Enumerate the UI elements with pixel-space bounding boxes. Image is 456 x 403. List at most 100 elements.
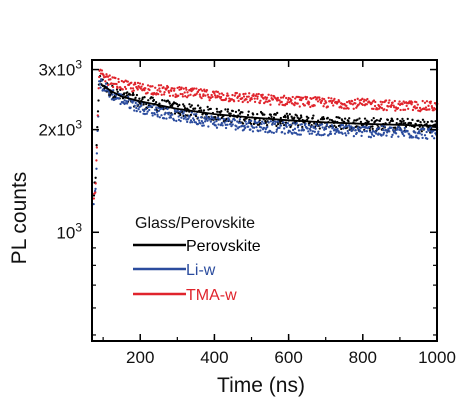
data-point-li-w <box>194 121 198 124</box>
data-point-tma-w <box>157 92 160 96</box>
data-point-tma-w <box>265 96 269 99</box>
data-point-li-w <box>406 129 409 133</box>
data-point-li-w <box>397 125 400 128</box>
data-point-li-w <box>245 122 248 126</box>
data-point-tma-w <box>383 108 386 111</box>
data-point-tma-w <box>361 97 364 100</box>
data-point-perovskite <box>263 113 266 116</box>
data-point-li-w <box>354 128 357 132</box>
data-point-li-w <box>259 129 262 132</box>
data-point-li-w <box>324 127 328 130</box>
data-point-tma-w <box>327 96 330 100</box>
data-point-perovskite <box>394 126 397 129</box>
data-point-perovskite <box>274 113 277 116</box>
data-point-li-w <box>119 102 122 106</box>
data-point-tma-w <box>353 98 357 101</box>
data-point-li-w <box>207 125 210 128</box>
data-point-li-w <box>426 137 429 140</box>
data-point-perovskite <box>348 117 351 120</box>
data-point-tma-w <box>252 93 255 96</box>
data-point-tma-w <box>146 84 150 87</box>
data-point-perovskite <box>396 117 399 121</box>
data-point-perovskite <box>431 120 434 123</box>
data-point-li-w <box>159 107 162 111</box>
data-point-li-w <box>142 109 146 113</box>
data-point-tma-w <box>114 76 117 80</box>
data-point-tma-w <box>238 93 241 96</box>
data-point-li-w <box>429 126 432 129</box>
data-point-tma-w <box>393 99 396 103</box>
data-point-li-w <box>285 125 288 128</box>
data-point-tma-w <box>279 96 283 99</box>
data-point-perovskite <box>370 119 373 122</box>
data-point-tma-w <box>102 74 105 77</box>
data-point-tma-w <box>370 102 373 105</box>
data-point-li-w <box>200 120 203 123</box>
data-point-tma-w <box>357 103 360 106</box>
data-point-tma-w <box>94 182 97 185</box>
data-point-li-w <box>360 126 363 129</box>
data-point-li-w <box>367 135 371 138</box>
data-point-li-w <box>136 103 139 106</box>
data-point-tma-w <box>264 96 267 99</box>
data-point-perovskite <box>193 107 197 110</box>
data-point-li-w <box>271 123 274 126</box>
data-point-li-w <box>230 124 233 128</box>
data-point-tma-w <box>178 85 181 89</box>
data-point-li-w <box>333 132 337 135</box>
data-point-tma-w <box>380 106 384 110</box>
data-point-perovskite <box>166 99 170 102</box>
data-point-tma-w <box>104 80 107 83</box>
data-point-tma-w <box>148 88 151 92</box>
data-point-li-w <box>243 124 246 128</box>
data-point-tma-w <box>216 90 220 94</box>
data-point-li-w <box>368 130 372 133</box>
data-point-li-w <box>363 129 366 133</box>
data-point-tma-w <box>410 103 413 106</box>
data-point-tma-w <box>182 87 185 90</box>
data-point-li-w <box>146 110 149 113</box>
data-point-tma-w <box>323 98 326 101</box>
data-point-perovskite <box>226 108 230 111</box>
data-point-tma-w <box>349 102 353 105</box>
series-points-li-w <box>92 78 439 206</box>
y-tick-label: 103 <box>56 220 82 242</box>
data-point-perovskite <box>171 104 174 107</box>
data-point-tma-w <box>320 99 324 102</box>
data-point-perovskite <box>151 96 154 99</box>
data-point-tma-w <box>95 146 99 149</box>
data-point-perovskite <box>122 92 126 95</box>
data-point-tma-w <box>388 99 391 102</box>
data-point-perovskite <box>347 120 350 123</box>
data-point-tma-w <box>159 84 163 87</box>
data-point-li-w <box>212 117 215 120</box>
data-point-li-w <box>100 79 103 82</box>
data-point-li-w <box>308 132 311 135</box>
data-point-tma-w <box>333 97 336 100</box>
data-point-li-w <box>177 118 181 122</box>
data-point-li-w <box>330 124 334 127</box>
data-point-perovskite <box>341 119 344 122</box>
data-point-li-w <box>269 120 273 123</box>
data-point-perovskite <box>426 120 429 124</box>
data-point-tma-w <box>366 97 369 101</box>
data-point-tma-w <box>305 97 308 101</box>
data-point-li-w <box>98 83 102 86</box>
data-point-li-w <box>380 134 383 137</box>
data-point-li-w <box>102 88 105 92</box>
data-point-li-w <box>195 112 198 116</box>
data-point-li-w <box>99 86 102 89</box>
data-point-li-w <box>169 116 173 119</box>
data-point-tma-w <box>235 91 239 95</box>
data-point-li-w <box>209 120 213 123</box>
data-point-tma-w <box>138 86 141 89</box>
data-point-li-w <box>336 127 339 131</box>
data-point-li-w <box>218 118 222 121</box>
data-point-li-w <box>272 131 275 135</box>
data-point-perovskite <box>269 113 272 117</box>
data-point-li-w <box>157 109 161 112</box>
data-point-tma-w <box>261 93 264 96</box>
data-point-perovskite <box>367 120 370 123</box>
data-point-tma-w <box>318 98 321 101</box>
data-point-tma-w <box>217 95 221 98</box>
